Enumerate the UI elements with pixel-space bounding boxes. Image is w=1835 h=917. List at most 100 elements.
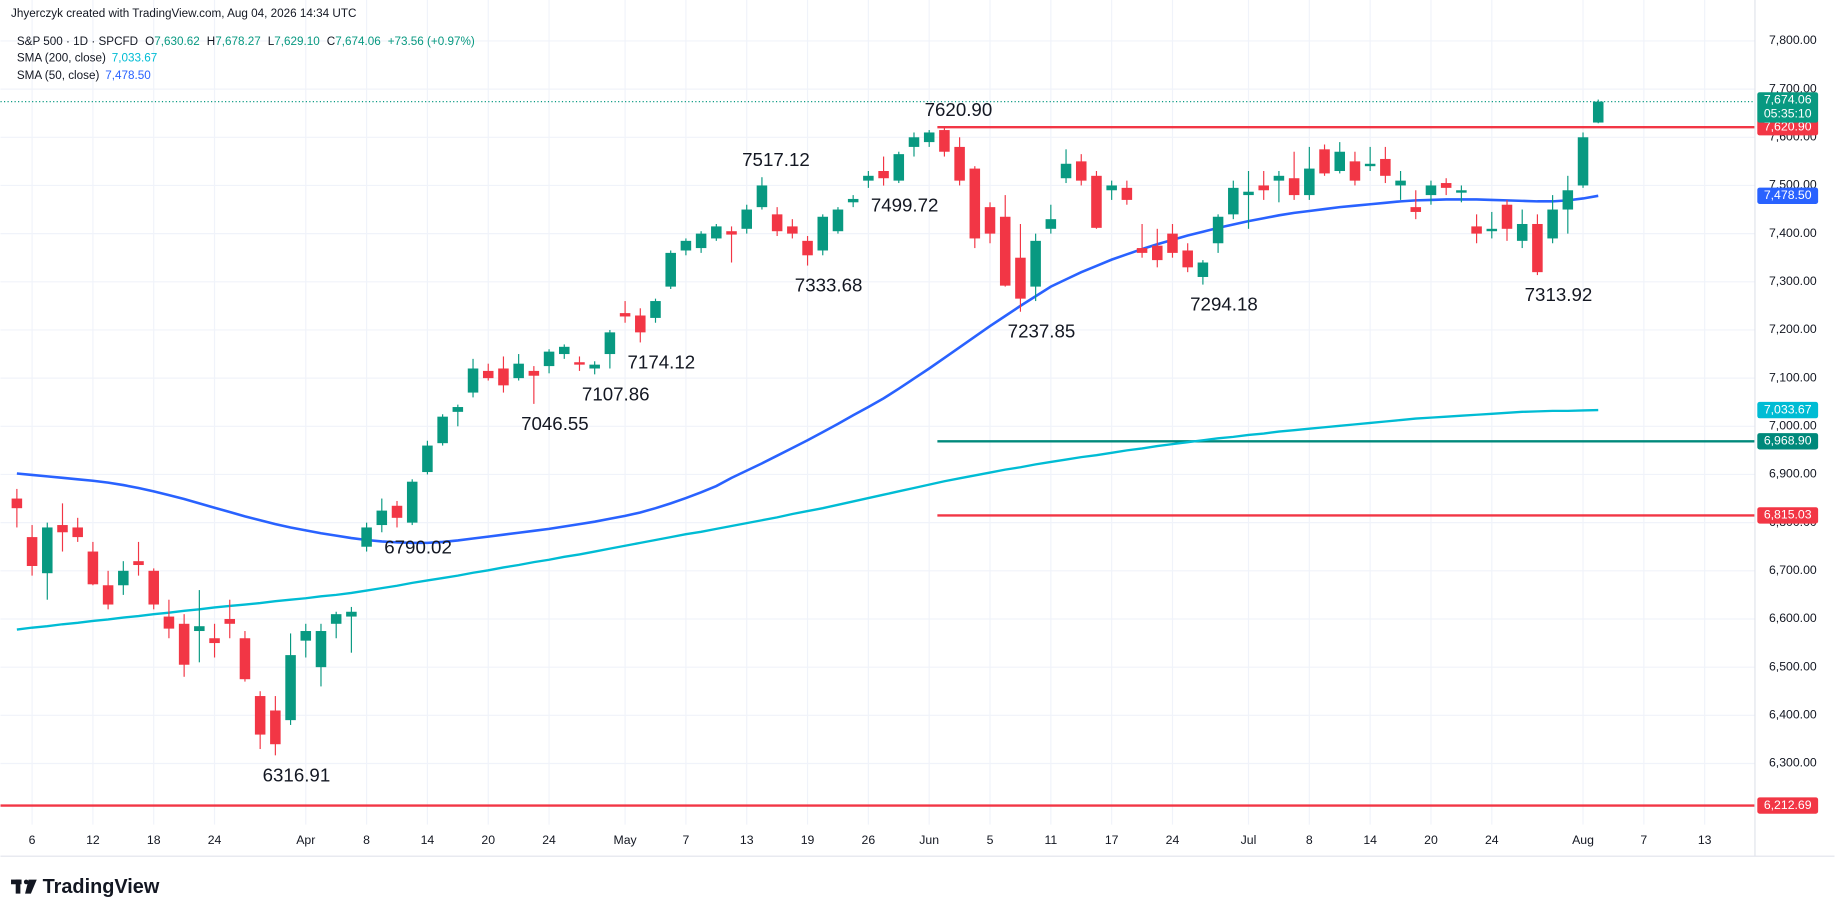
level-tag [1757,433,1819,450]
axis-layer: 6,300.00 6,400.00 6,500.00 6,600.00 6,700.00… [29,33,1817,847]
candle-body [1410,207,1422,212]
candle-body [984,207,996,234]
x-tick-label: 11 [1044,833,1057,847]
sma-legend: SMA (50, close) 7,478.50 [17,69,151,82]
x-tick-label: 7 [682,833,689,847]
level-tag [1757,507,1819,524]
y-tick-label: 7,400.00 [1769,226,1817,240]
logo: TradingView [11,876,160,898]
change: +73.56 (+0.97%) [388,35,475,48]
candle-body [482,370,494,379]
level-tag [1757,119,1819,136]
y-tick-label: 6,400.00 [1769,708,1817,722]
candle-body [650,301,661,318]
candle-body [239,638,251,680]
logo-icon [15,879,21,894]
candle-body [1501,204,1513,229]
sma-tag-label: 7,033.67 [1764,402,1812,416]
ohlc-key: C [327,35,335,48]
x-tick-label: 24 [208,833,222,847]
annotation-layer: 7620.90 7517.12 7499.72 7333.68 7174.12 7107.… [263,99,1593,786]
candle-body [1091,175,1102,228]
x-tick-label: Apr [296,833,315,847]
ohlc-key: L [268,35,275,48]
y-tick-label: 7,800.00 [1769,33,1817,47]
x-tick-label: 13 [1698,833,1712,847]
sma-value: 7,478.50 [105,69,151,82]
x-tick-label: 6 [29,833,36,847]
candle-body [863,175,874,181]
candle-body [559,346,570,355]
x-tick-label: 20 [481,833,495,847]
candle-body [148,570,159,605]
candle-body [1136,248,1148,253]
candle-body [726,231,737,235]
price-axis-background [1754,0,1835,866]
y-tick-label: 7,300.00 [1769,274,1817,288]
candle-body [1532,223,1543,273]
candle-body [847,198,859,203]
x-tick-label: 24 [1485,833,1499,847]
candle-body [376,510,388,526]
candle-body [391,505,403,518]
candle-body [422,445,433,473]
candle-body [604,332,616,355]
candle-body [300,631,312,641]
ohlc-value: 7,678.27 [215,35,261,48]
candle-body [574,362,585,365]
sma-legend: SMA (200, close) 7,033.67 [17,52,157,65]
sma-tag [1757,187,1819,204]
candle-body [1288,178,1300,196]
candle-body [42,527,53,574]
x-tick-label: May [614,833,638,847]
candle-body [756,185,768,208]
y-tick-label: 6,500.00 [1769,659,1817,673]
sma-line [16,194,1599,545]
candle-body [1395,180,1406,186]
annotation: 7313.92 [1525,284,1593,305]
candle-body [528,370,540,376]
candle-body [163,616,175,629]
candle-body [1425,185,1437,196]
x-tick-label: 8 [363,833,370,847]
sma-name: SMA (200, close) [17,52,106,65]
candle-body [133,561,144,566]
candle-body [437,416,448,444]
candle-body [209,638,220,644]
candle-body [711,226,722,239]
candle-body [954,146,965,181]
y-tick-label: 7,000.00 [1769,419,1817,433]
candle-body [1349,161,1361,181]
candle-body [1075,161,1087,181]
candle-body [1106,185,1117,191]
x-tick-label: 13 [740,833,754,847]
candle-body [1015,257,1026,299]
logo-icon [23,879,29,885]
x-tick-label: 24 [1166,833,1180,847]
ohlc-key: O [145,35,154,48]
candle-body [1243,191,1254,196]
candle-body [832,209,844,232]
annotation: 7294.18 [1190,294,1258,315]
y-tick-label: 6,600.00 [1769,611,1817,625]
x-tick-label: 19 [801,833,815,847]
ohlc-key: H [207,35,215,48]
x-tick-label: 12 [86,833,100,847]
candle-body [1152,245,1163,261]
candle-body [771,214,783,232]
annotation: 6316.91 [263,764,331,785]
annotation: 6790.02 [384,536,452,557]
candle-body [543,351,555,367]
last-price-tag [1757,92,1819,123]
x-tick-label: 24 [542,833,556,847]
level-tag-label: 6,968.90 [1764,434,1812,448]
x-tick-label: 20 [1424,833,1438,847]
credit: Jhyerczyk created with TradingView.com, … [11,7,356,20]
candle-body [695,233,707,249]
candle-body [285,655,296,721]
annotation: 7237.85 [1008,321,1076,342]
candle-body [87,551,99,585]
x-tick-label: 8 [1306,833,1313,847]
candle-body [1592,101,1604,123]
